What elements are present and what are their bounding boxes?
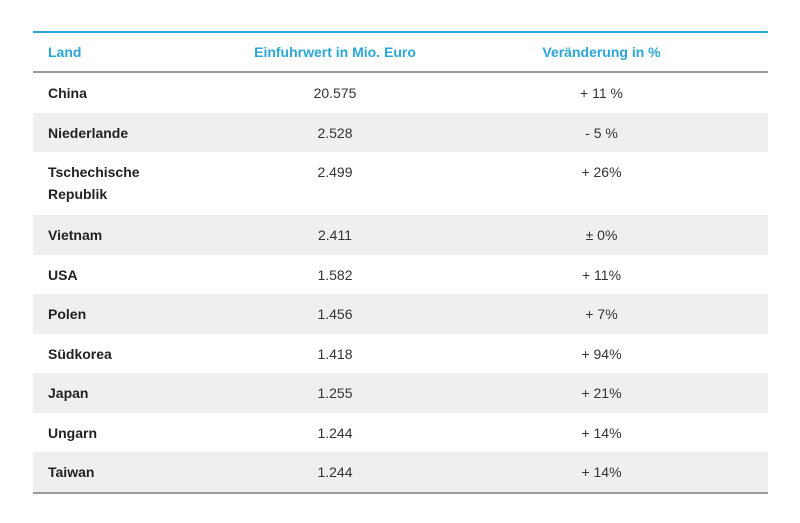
change-cell: ± 0% — [585, 227, 618, 243]
import-value-cell: 20.575 — [313, 85, 357, 101]
country-cell: Ungarn — [48, 424, 97, 441]
country-cell: Tschechische Republik — [48, 164, 140, 202]
change-cell: + 7% — [585, 306, 618, 322]
import-value-cell: 2.411 — [318, 227, 352, 243]
table-header-row: Land Einfuhrwert in Mio. Euro Veränderun… — [33, 33, 768, 73]
table-row: Tschechische Republik 2.499 + 26% — [33, 152, 768, 215]
change-cell: - 5 % — [585, 124, 618, 141]
table-bottom-rule — [33, 491, 768, 494]
table-row: USA 1.582 + 11% — [33, 255, 768, 295]
table-row: China 20.575 + 11 % — [33, 73, 768, 113]
table-row: Japan 1.255 + 21% — [33, 373, 768, 413]
import-table: Land Einfuhrwert in Mio. Euro Veränderun… — [33, 31, 768, 494]
header-change: Veränderung in % — [542, 44, 661, 60]
table-row: Vietnam 2.411 ± 0% — [33, 215, 768, 255]
import-value-cell: 1.244 — [317, 424, 353, 441]
import-value-cell: 1.418 — [317, 345, 353, 362]
table-row: Südkorea 1.418 + 94% — [33, 334, 768, 374]
table-row: Taiwan 1.244 + 14% — [33, 452, 768, 492]
import-value-cell: 1.244 — [317, 464, 353, 480]
country-cell: Taiwan — [48, 464, 95, 480]
table-body: China 20.575 + 11 % Niederlande 2.528 - … — [33, 73, 768, 492]
change-cell: + 26% — [581, 164, 622, 180]
change-cell: + 21% — [581, 385, 622, 401]
change-cell: + 11 % — [580, 85, 623, 101]
import-value-cell: 2.528 — [317, 124, 353, 141]
header-import-value: Einfuhrwert in Mio. Euro — [254, 44, 416, 60]
country-cell: USA — [48, 266, 78, 283]
import-value-cell: 1.582 — [317, 266, 353, 283]
country-cell: Südkorea — [48, 345, 112, 362]
import-value-cell: 1.255 — [317, 385, 353, 401]
import-value-cell: 2.499 — [317, 164, 353, 180]
country-cell: Polen — [48, 306, 87, 322]
country-cell: Niederlande — [48, 124, 129, 141]
table-top-rule — [33, 31, 768, 33]
change-cell: + 14% — [581, 464, 622, 480]
country-cell: Japan — [48, 385, 89, 401]
country-cell: China — [48, 85, 87, 101]
table-row: Polen 1.456 + 7% — [33, 294, 768, 334]
country-cell: Vietnam — [48, 227, 103, 243]
change-cell: + 14% — [581, 424, 622, 441]
table-row: Ungarn 1.244 + 14% — [33, 413, 768, 453]
import-value-cell: 1.456 — [317, 306, 353, 322]
change-cell: + 11% — [581, 266, 622, 283]
table-row: Niederlande 2.528 - 5 % — [33, 112, 768, 152]
change-cell: + 94% — [581, 345, 622, 362]
header-land: Land — [48, 44, 82, 60]
